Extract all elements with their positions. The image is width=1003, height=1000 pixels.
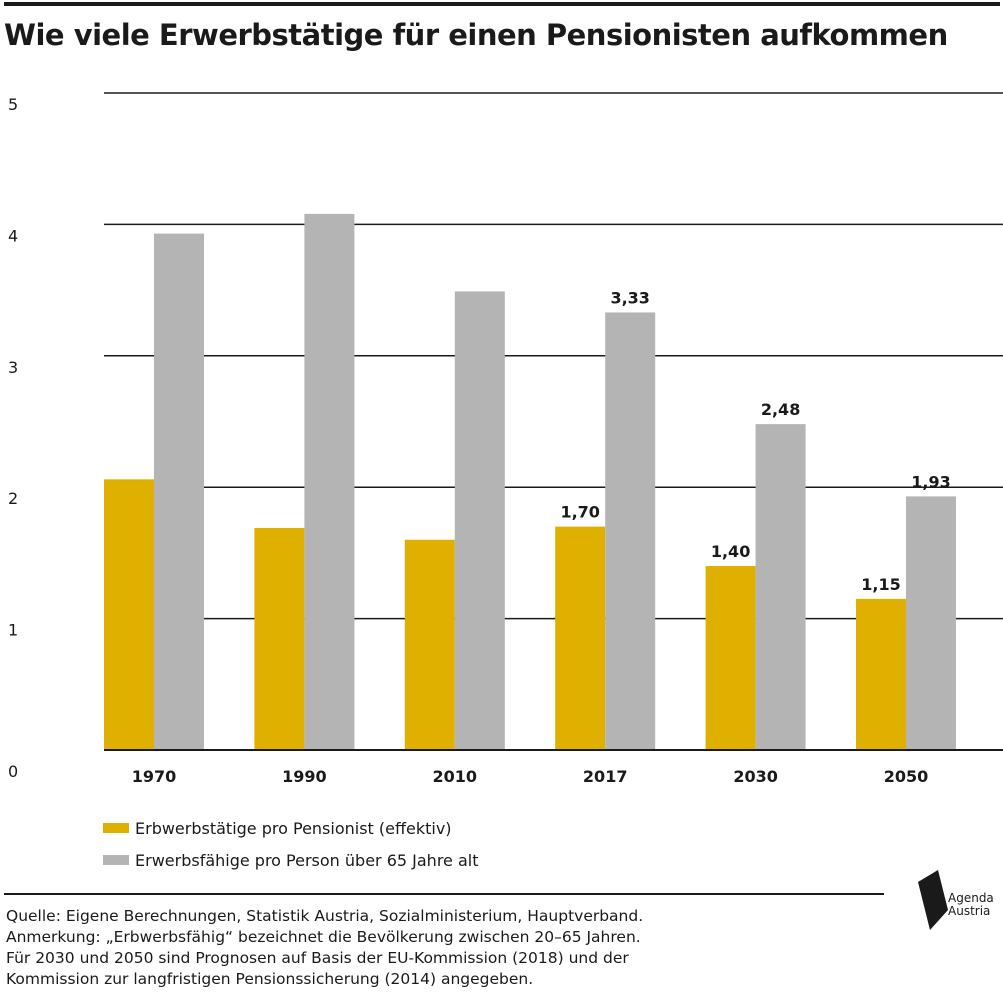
- x-tick-label-1970: 1970: [132, 767, 177, 786]
- forecast-note: Für 2030 und 2050 sind Prognosen auf Bas…: [6, 949, 629, 967]
- agenda-austria-logo: Agenda Austria: [916, 870, 1000, 940]
- bottom-rule: [4, 893, 884, 895]
- bar-2050-series-1: [856, 598, 906, 750]
- legend-swatch-employed: [103, 823, 129, 833]
- data-label-2030-series-2: 2,48: [761, 400, 800, 419]
- legend: Erbwerbstätige pro Pensionist (effektiv)…: [103, 812, 479, 876]
- chart-title: Wie viele Erwerbstätige für einen Pensio…: [4, 18, 948, 52]
- data-label-2050-series-1: 1,15: [861, 575, 900, 594]
- x-tick-label-2010: 2010: [433, 767, 478, 786]
- x-tick-label-2017: 2017: [583, 767, 628, 786]
- legend-label-employed: Erbwerbstätige pro Pensionist (effektiv): [135, 818, 452, 838]
- bar-1990-series-2: [304, 213, 355, 750]
- bar-1990-series-1: [254, 527, 305, 750]
- legend-item-employed: Erbwerbstätige pro Pensionist (effektiv): [103, 812, 479, 844]
- logo-line-1: Agenda: [948, 891, 994, 905]
- forecast-note-cont: Kommission zur langfristigen Pensionssic…: [6, 970, 534, 988]
- data-label-2030-series-1: 1,40: [711, 542, 750, 561]
- bar-2010-series-1: [404, 539, 455, 750]
- bar-2030-series-2: [755, 424, 806, 750]
- y-tick-label-5: 5: [8, 95, 18, 114]
- bar-chart: 0 1 2 3 4 5 1970 1990 2010 1,70 3,33 2017 1,40 2,48 20…: [8, 92, 1003, 786]
- bar-1970-series-1: [104, 479, 154, 750]
- y-tick-label-0: 0: [8, 762, 18, 781]
- footnotes: Quelle: Eigene Berechnungen, Statistik A…: [6, 906, 866, 990]
- legend-label-working-age: Erwerbsfähige pro Person über 65 Jahre a…: [135, 850, 479, 870]
- y-tick-label-4: 4: [8, 226, 18, 245]
- top-rule: [4, 2, 1000, 6]
- legend-item-working-age: Erwerbsfähige pro Person über 65 Jahre a…: [103, 844, 479, 876]
- logo-line-2: Austria: [948, 904, 991, 918]
- agenda-austria-logo-icon: [918, 870, 948, 930]
- bar-2017-series-2: [605, 312, 656, 750]
- y-tick-label-2: 2: [8, 489, 18, 508]
- y-tick-label-3: 3: [8, 358, 18, 377]
- data-label-2017-series-2: 3,33: [610, 288, 649, 307]
- data-label-2050-series-2: 1,93: [911, 472, 950, 491]
- source-note: Quelle: Eigene Berechnungen, Statistik A…: [6, 907, 644, 925]
- bar-2030-series-1: [705, 566, 756, 750]
- legend-swatch-working-age: [103, 855, 129, 865]
- y-tick-label-1: 1: [8, 621, 18, 640]
- bar-2050-series-2: [906, 496, 956, 750]
- x-tick-label-2030: 2030: [733, 767, 778, 786]
- bar-2010-series-2: [454, 291, 505, 750]
- bar-2017-series-1: [555, 526, 606, 750]
- bar-1970-series-2: [154, 233, 204, 750]
- x-tick-label-2050: 2050: [884, 767, 929, 786]
- data-label-2017-series-1: 1,70: [560, 503, 599, 522]
- x-tick-label-1990: 1990: [282, 767, 327, 786]
- remark-note: Anmerkung: „Erbwerbsfähig“ bezeichnet di…: [6, 928, 641, 946]
